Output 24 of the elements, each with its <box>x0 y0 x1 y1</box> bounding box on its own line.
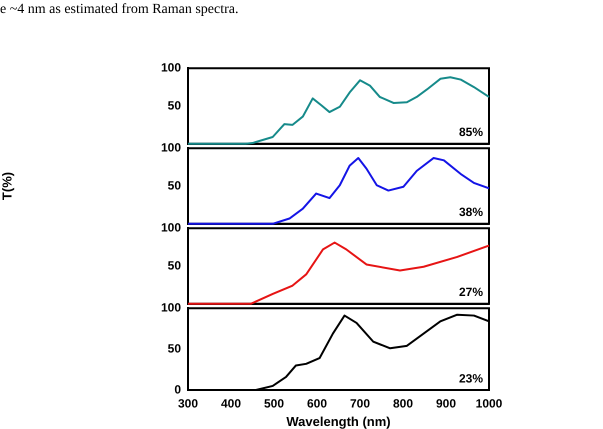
y-tick-label: 50 <box>168 98 182 112</box>
x-tick-label: 800 <box>392 396 414 411</box>
x-tick-label: 500 <box>264 396 284 411</box>
y-tick-label: 0 <box>174 382 182 396</box>
x-tick-label: 700 <box>350 396 370 411</box>
y-tick-label: 100 <box>160 220 182 235</box>
x-tick-label: 900 <box>436 396 456 411</box>
annotation: 23% <box>458 371 484 386</box>
y-tick-label: 50 <box>168 178 182 192</box>
text: e ~4 nm as estimated from Raman spectra. <box>0 2 238 18</box>
y-tick-label: 100 <box>160 60 182 75</box>
y-axis-title: T(%) <box>0 172 14 200</box>
x-axis-title: Wavelength (nm) <box>286 414 391 429</box>
x-tick-label: 600 <box>306 396 328 411</box>
y-tick-label: 50 <box>168 258 182 272</box>
annotation: 27% <box>458 285 484 300</box>
x-tick-label: 400 <box>220 396 242 411</box>
x-tick-label: 300 <box>178 396 198 411</box>
y-tick-label: 50 <box>168 341 182 356</box>
x-tick-label: 1000 <box>476 396 503 411</box>
y-tick-label: 100 <box>160 140 182 155</box>
annotation: 85% <box>458 125 484 140</box>
annotation: 38% <box>458 205 484 220</box>
y-tick-label: 100 <box>160 300 182 315</box>
